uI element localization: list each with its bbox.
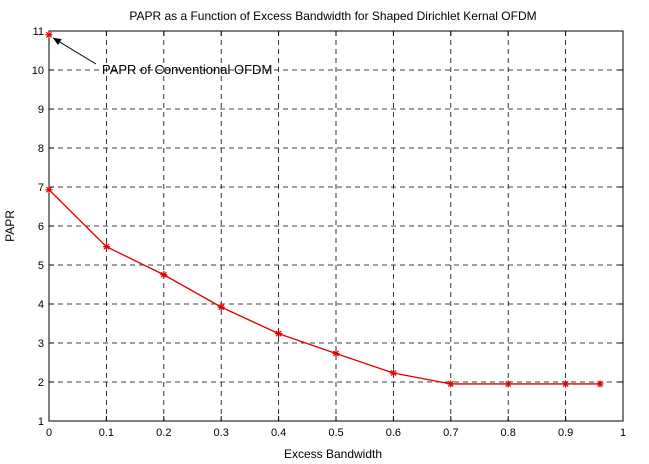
annotation-arrow-line: [52, 37, 97, 65]
x-tick-label: 0.4: [271, 427, 286, 439]
x-tick-label: 0: [46, 427, 52, 439]
x-tick-label: 0.5: [328, 427, 343, 439]
marker-stroke: [103, 243, 110, 250]
y-tick-label: 9: [38, 104, 44, 116]
x-tick-label: 0.8: [501, 427, 516, 439]
y-tick-label: 7: [38, 182, 44, 194]
y-tick-label: 4: [38, 299, 44, 311]
x-tick-label: 0.7: [443, 427, 458, 439]
y-tick-label: 3: [38, 338, 44, 350]
plot-area-frame: [48, 30, 624, 422]
marker-stroke: [160, 271, 167, 278]
x-axis-label: Excess Bandwidth: [284, 447, 382, 461]
x-tick-label: 1: [620, 427, 626, 439]
data-point-marker: [160, 271, 168, 279]
data-point-marker: [332, 349, 340, 358]
x-tick-label: 0.9: [558, 427, 573, 439]
data-point-marker: [596, 380, 604, 388]
marker-stroke: [218, 304, 225, 311]
marker-stroke: [447, 380, 454, 387]
chart-title: PAPR as a Function of Excess Bandwidth f…: [129, 9, 536, 23]
grid: [49, 31, 623, 421]
data-point-marker: [217, 303, 225, 311]
data-point-marker: [45, 186, 53, 194]
y-tick-label: 8: [38, 143, 44, 155]
marker-stroke: [332, 350, 340, 357]
annotation-arrow-head: [53, 37, 62, 46]
marker-stroke: [45, 186, 53, 193]
y-tick-label: 10: [32, 65, 44, 77]
y-tick-label: 6: [38, 221, 44, 233]
data-point-marker: [389, 369, 397, 377]
y-tick-label: 1: [38, 416, 44, 428]
marker-stroke: [390, 370, 397, 377]
data-point-marker: [45, 31, 53, 39]
data-point-marker: [102, 243, 110, 251]
data-point-marker: [447, 380, 455, 388]
x-tick-label: 0.3: [214, 427, 229, 439]
data-point-marker: [504, 380, 512, 388]
x-tick-label: 0.6: [386, 427, 401, 439]
marker-stroke: [505, 380, 512, 387]
marker-stroke: [45, 31, 53, 38]
x-tick-label: 0.2: [156, 427, 171, 439]
y-tick-label: 11: [33, 26, 44, 38]
annotation-label: PAPR of Conventional OFDM: [102, 62, 272, 77]
marker-stroke: [562, 380, 569, 387]
y-axis-label: PAPR: [3, 210, 17, 242]
data-point-marker: [275, 330, 283, 338]
x-tick-label: 0.1: [99, 427, 114, 439]
series: [45, 31, 604, 388]
y-tick-label: 2: [38, 377, 44, 389]
marker-stroke: [275, 330, 282, 337]
marker-stroke: [597, 380, 604, 387]
y-tick-label: 5: [38, 260, 44, 272]
data-point-marker: [562, 380, 570, 388]
annotations: PAPR of Conventional OFDM: [52, 37, 272, 77]
